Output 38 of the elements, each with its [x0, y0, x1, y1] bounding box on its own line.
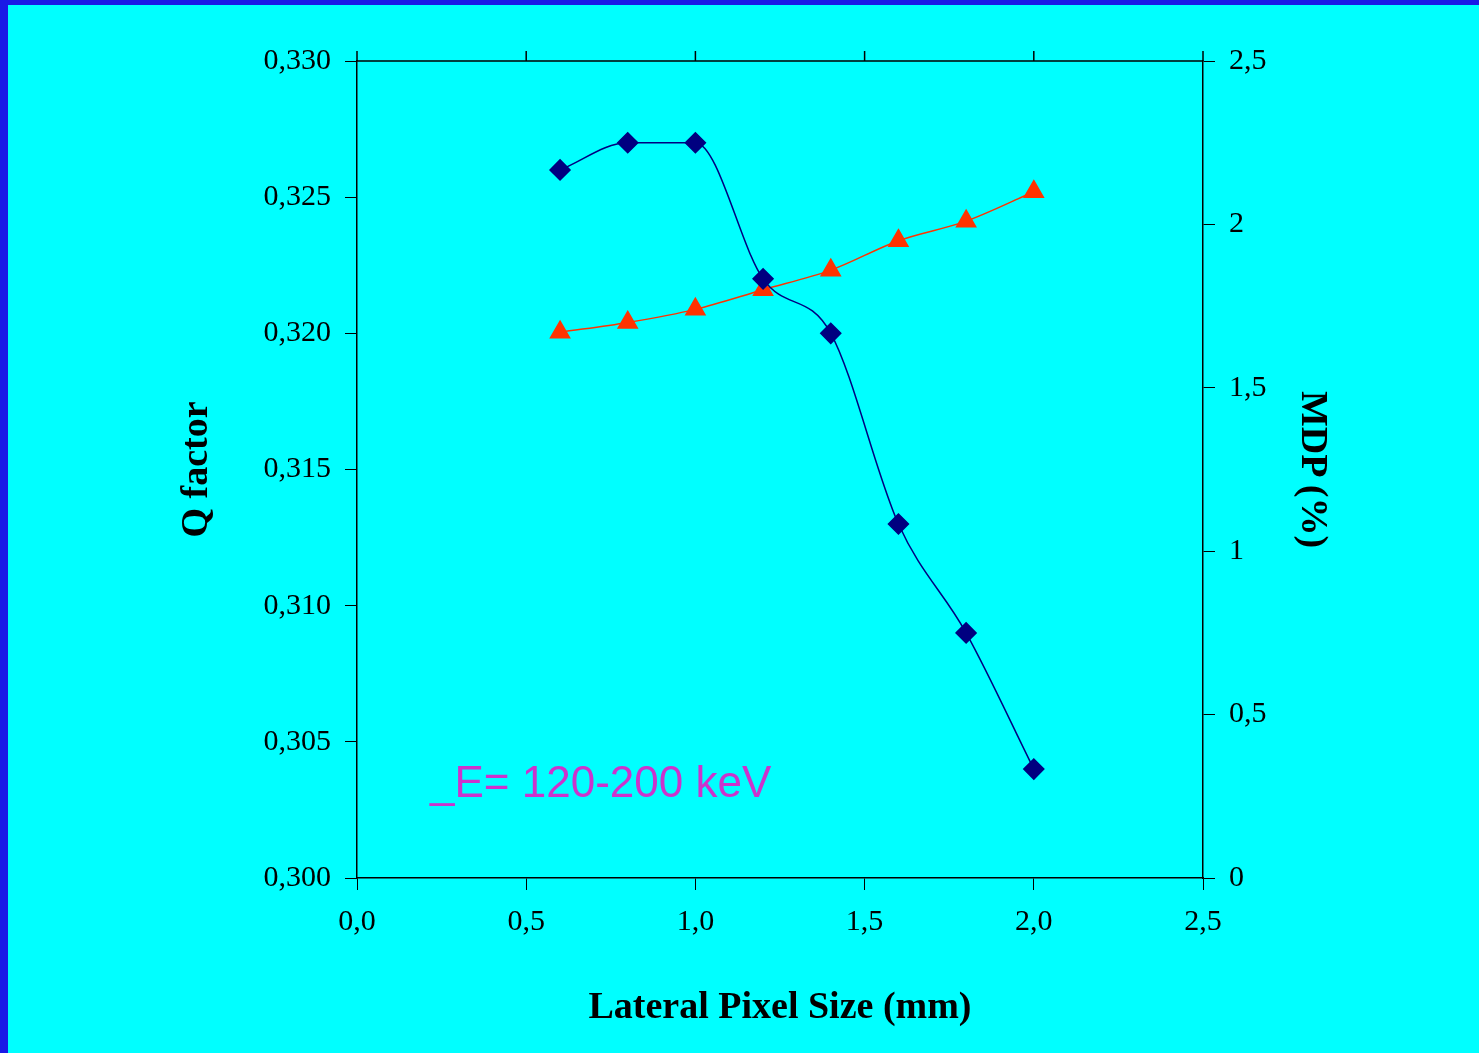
y-tick-label: 0,315 — [263, 450, 331, 484]
point — [1023, 758, 1045, 780]
x-axis-title: Lateral Pixel Size (mm) — [588, 984, 972, 1028]
point — [820, 322, 842, 345]
y2-tick-label: 0 — [1229, 858, 1244, 892]
point — [955, 622, 977, 644]
y-tick-label: 0,305 — [263, 722, 331, 756]
point — [549, 320, 571, 339]
y2-tick-label: 2 — [1229, 205, 1244, 239]
point — [820, 258, 842, 277]
y2-tick-label: 0,5 — [1229, 695, 1267, 729]
point — [888, 228, 909, 247]
y2-tick-label: 2,5 — [1229, 41, 1267, 75]
x-tick-label: 0,0 — [338, 902, 376, 936]
y-tick-label: 0,300 — [263, 858, 331, 892]
x-tick-label: 0,5 — [507, 902, 545, 936]
y2-axis-title: MDP (%) — [1293, 390, 1337, 549]
y2-tick-label: 1 — [1229, 532, 1244, 566]
y-tick-label: 0,325 — [263, 178, 331, 212]
point — [616, 131, 639, 154]
point — [887, 513, 910, 535]
point — [1023, 179, 1045, 198]
x-tick-label: 2,5 — [1184, 902, 1222, 936]
x-tick-label: 1,5 — [845, 902, 884, 936]
point — [549, 159, 571, 181]
point — [684, 131, 707, 154]
x-tick-label: 2,0 — [1015, 902, 1053, 936]
y-tick-label: 0,330 — [263, 41, 331, 75]
y2-tick-label: 1,5 — [1229, 368, 1267, 402]
y-axis-title: Q factor — [172, 401, 215, 538]
point — [955, 209, 977, 228]
y-tick-label: 0,320 — [263, 314, 331, 348]
point — [617, 310, 638, 329]
annotation: _E= 120-200 keV — [430, 757, 772, 807]
x-tick-label: 1,0 — [676, 902, 715, 936]
y-tick-label: 0,310 — [263, 586, 331, 620]
point — [752, 268, 774, 290]
point — [685, 297, 706, 316]
